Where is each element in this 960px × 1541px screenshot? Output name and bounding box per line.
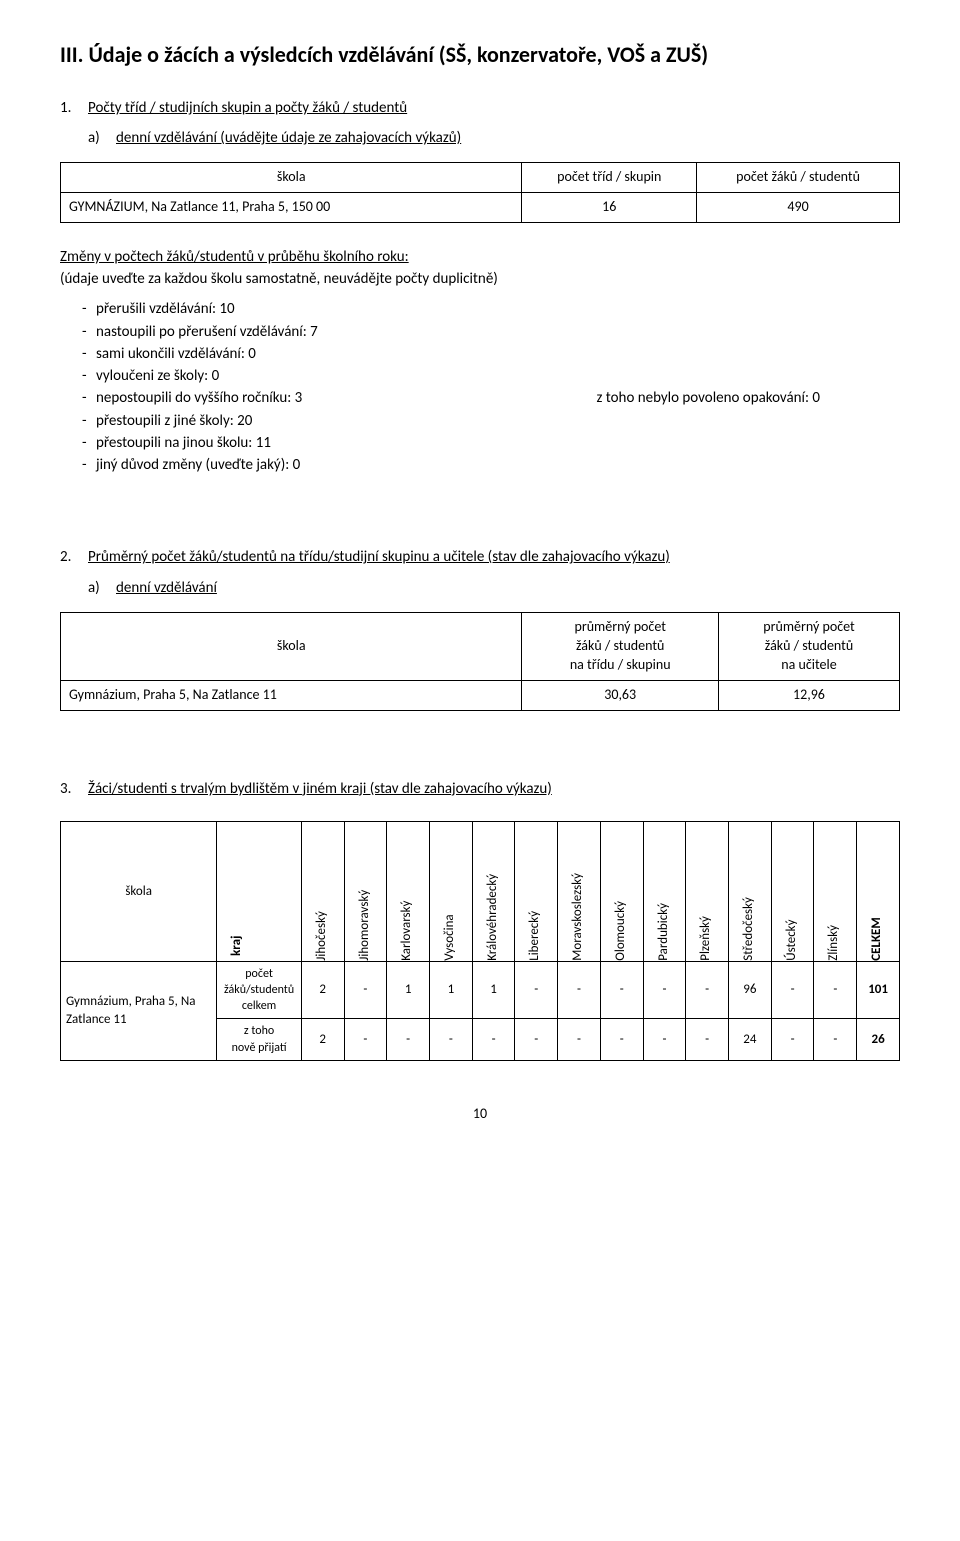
t3-cell: - (472, 1019, 515, 1060)
t3-cell: 24 (729, 1019, 772, 1060)
t3-cell: - (814, 1019, 857, 1060)
t3-row1-label: počet žáků/studentů celkem (217, 961, 302, 1019)
t2-h-per-teacher: průměrný počet žáků / studentů na učitel… (718, 612, 899, 680)
page-number: 10 (60, 1105, 900, 1124)
t2-per-class: 30,63 (522, 680, 719, 710)
item-3: 3. Žáci/studenti s trvalým bydlištěm v j… (60, 779, 900, 799)
t3-cell: - (558, 1019, 601, 1060)
t3-cell: - (344, 961, 387, 1019)
t2-h-per-class-l1: průměrný počet (574, 618, 665, 635)
t3-cell: - (387, 1019, 430, 1060)
t1-h-school: škola (61, 163, 522, 193)
t1-h-students: počet žáků / studentů (697, 163, 900, 193)
t3-cell: 1 (430, 961, 473, 1019)
t3-cell: - (686, 961, 729, 1019)
t3-cell: - (600, 961, 643, 1019)
t3-h-li: Liberecký (515, 821, 558, 961)
t3-cell: - (686, 1019, 729, 1060)
item-2-title: Průměrný počet žáků/studentů na třídu/st… (88, 547, 670, 567)
t3-school: Gymnázium, Praha 5, Na Zatlance 11 (61, 961, 217, 1060)
t2-h-school: škola (61, 612, 522, 680)
t2-h-per-class: průměrný počet žáků / studentů na třídu … (522, 612, 719, 680)
item-1-sub: a) denní vzdělávání (uvádějte údaje ze z… (88, 128, 900, 148)
t3-cell: 1 (472, 961, 515, 1019)
list-item: vyloučeni ze školy: 0 (82, 366, 900, 386)
item-2-sub-text: denní vzdělávání (116, 578, 217, 598)
t3-cell: 101 (857, 961, 900, 1019)
t3-h-vy: Vysočina (430, 821, 473, 961)
t3-h-kh: Královéhradecký (472, 821, 515, 961)
t3-h-ms: Moravskoslezský (558, 821, 601, 961)
t3-cell: 1 (387, 961, 430, 1019)
t3-h-pa: Pardubický (643, 821, 686, 961)
t3-h-school: škola (61, 821, 217, 961)
t2-school: Gymnázium, Praha 5, Na Zatlance 11 (61, 680, 522, 710)
t3-h-kv: Karlovarský (387, 821, 430, 961)
item-3-num: 3. (60, 779, 78, 799)
t3-h-total: CELKEM (857, 821, 900, 961)
changes-block: Změny v počtech žáků/studentů v průběhu … (60, 247, 900, 476)
t2-per-teacher: 12,96 (718, 680, 899, 710)
t3-cell: - (643, 1019, 686, 1060)
t3-h-st: Středočeský (729, 821, 772, 961)
t2-h-per-teacher-l3: na učitele (781, 656, 836, 673)
item-2-sub-letter: a) (88, 578, 106, 598)
changes-list: přerušili vzdělávání: 10 nastoupili po p… (82, 299, 900, 475)
list-item: přerušili vzdělávání: 10 (82, 299, 900, 319)
item-1-sub-letter: a) (88, 128, 106, 148)
t3-h-us: Ústecký (771, 821, 814, 961)
changes-heading: Změny v počtech žáků/studentů v průběhu … (60, 247, 900, 267)
t1-h-classes: počet tříd / skupin (522, 163, 697, 193)
list-item: přestoupili na jinou školu: 11 (82, 433, 900, 453)
t3-cell: - (558, 961, 601, 1019)
t3-cell: 96 (729, 961, 772, 1019)
t2-h-per-class-l2: žáků / studentů (576, 637, 664, 654)
item-3-title: Žáci/studenti s trvalým bydlištěm v jiné… (88, 779, 552, 799)
t2-h-per-teacher-l2: žáků / studentů (765, 637, 853, 654)
list-item-left: nepostoupili do vyššího ročníku: 3 (96, 388, 302, 408)
t3-cell: - (344, 1019, 387, 1060)
item-1-num: 1. (60, 98, 78, 118)
item-2-num: 2. (60, 547, 78, 567)
list-item: nepostoupili do vyššího ročníku: 3 z toh… (82, 388, 900, 408)
changes-sub: (údaje uveďte za každou školu samostatně… (60, 269, 900, 289)
item-2-sub: a) denní vzdělávání (88, 578, 900, 598)
t3-cell: - (643, 961, 686, 1019)
table-2: škola průměrný počet žáků / studentů na … (60, 612, 900, 711)
t1-school: GYMNÁZIUM, Na Zatlance 11, Praha 5, 150 … (61, 193, 522, 223)
t3-cell: - (515, 961, 558, 1019)
item-1-sub-text: denní vzdělávání (uvádějte údaje ze zaha… (116, 128, 461, 148)
section-title: III. Údaje o žácích a výsledcích vzděláv… (60, 40, 900, 70)
t3-cell: - (771, 1019, 814, 1060)
list-item-right: z toho nebylo povoleno opakování: 0 (596, 388, 820, 408)
t1-classes: 16 (522, 193, 697, 223)
t3-cell: 2 (301, 961, 344, 1019)
t3-h-jc: Jihočeský (301, 821, 344, 961)
list-item: jiný důvod změny (uveďte jaký): 0 (82, 455, 900, 475)
t3-h-region: kraj (217, 821, 302, 961)
t3-h-zl: Zlínský (814, 821, 857, 961)
t1-students: 490 (697, 193, 900, 223)
table-3: škola kraj Jihočeský Jihomoravský Karlov… (60, 821, 900, 1061)
t3-cell: 26 (857, 1019, 900, 1060)
t3-h-jm: Jihomoravský (344, 821, 387, 961)
t3-cell: - (515, 1019, 558, 1060)
item-1-title: Počty tříd / studijních skupin a počty ž… (88, 98, 407, 118)
t3-cell: 2 (301, 1019, 344, 1060)
table-1: škola počet tříd / skupin počet žáků / s… (60, 162, 900, 223)
item-2: 2. Průměrný počet žáků/studentů na třídu… (60, 547, 900, 567)
t3-cell: - (771, 961, 814, 1019)
t3-cell: - (814, 961, 857, 1019)
t3-cell: - (430, 1019, 473, 1060)
t2-h-per-teacher-l1: průměrný počet (763, 618, 854, 635)
list-item: sami ukončili vzdělávání: 0 (82, 344, 900, 364)
t3-h-ol: Olomoucký (600, 821, 643, 961)
list-item: nastoupili po přerušení vzdělávání: 7 (82, 322, 900, 342)
t2-h-per-class-l3: na třídu / skupinu (570, 656, 671, 673)
item-1: 1. Počty tříd / studijních skupin a počt… (60, 98, 900, 118)
t3-row2-label: z toho nově přijatí (217, 1019, 302, 1060)
t3-h-pl: Plzeňský (686, 821, 729, 961)
t3-cell: - (600, 1019, 643, 1060)
list-item: přestoupili z jiné školy: 20 (82, 411, 900, 431)
